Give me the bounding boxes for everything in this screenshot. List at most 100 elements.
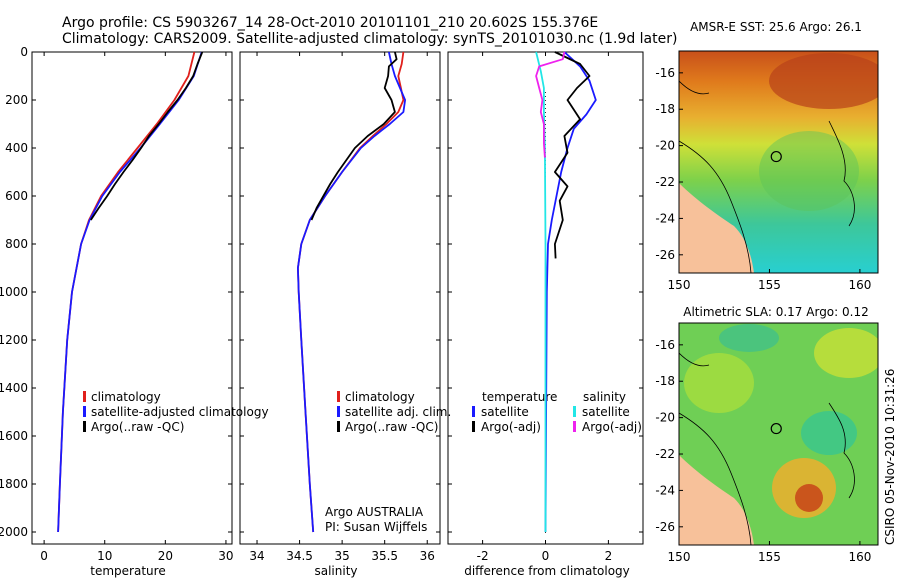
difference-legend-temp-satellite: satellite — [481, 405, 529, 419]
salinity-legend-climatology: climatology — [345, 390, 415, 404]
sla-xtick-label: 150 — [668, 550, 691, 564]
salinity-legend: climatology satellite adj. clim. Argo(..… — [337, 390, 451, 434]
sla-map-title: Altimetric SLA: 0.17 Argo: 0.12 — [683, 305, 868, 319]
sst-land — [679, 183, 754, 273]
sla-xtick-label: 155 — [758, 550, 781, 564]
depth-tick-label: 1800 — [0, 477, 28, 491]
sst-ytick-label: -26 — [655, 248, 675, 262]
sst-xtick-label: 155 — [758, 278, 781, 292]
footer-pi: PI: Susan Wijffels — [325, 520, 427, 534]
sst-coast-contour — [679, 140, 752, 273]
depth-tick-label: 800 — [5, 237, 28, 251]
sst-cool-patch — [759, 131, 859, 211]
temperature-legend-satellite-swatch — [83, 406, 86, 417]
temperature-legend-climatology-swatch — [83, 391, 86, 402]
sla-map — [678, 322, 879, 546]
difference-series-temperature-satellite — [544, 51, 597, 533]
difference-legend-temp-argo-swatch — [472, 421, 475, 432]
sla-ytick-label: -24 — [655, 483, 675, 497]
sst-map-title: AMSR-E SST: 25.6 Argo: 26.1 — [690, 20, 862, 34]
depth-tick-label: 400 — [5, 141, 28, 155]
sla-ytick-label: -26 — [655, 520, 675, 534]
sla-high-2 — [814, 328, 878, 378]
depth-tick-label: 600 — [5, 189, 28, 203]
temperature-series-satellite-adjusted-climatology — [57, 51, 203, 533]
sst-ytick-label: -18 — [655, 102, 675, 116]
sst-map — [678, 50, 879, 274]
salinity-series-argo-raw-qc — [310, 51, 398, 221]
depth-tick-label: 1400 — [0, 381, 28, 395]
sla-map-frame — [678, 322, 879, 546]
sst-island-contour — [679, 80, 710, 95]
sla-land — [679, 455, 754, 545]
sla-ytick-label: -16 — [655, 338, 675, 352]
sst-map-frame — [678, 50, 879, 274]
difference-legend-temp-argo: Argo(-adj) — [481, 420, 541, 434]
temperature-xtick-label: 0 — [40, 549, 48, 563]
sla-low-1 — [801, 411, 857, 455]
temperature-panel — [31, 51, 233, 545]
sla-float-marker — [770, 422, 782, 435]
sst-reef-contour — [828, 120, 855, 227]
difference-x-label: difference from climatology — [464, 564, 630, 578]
salinity-panel — [239, 51, 441, 545]
difference-xtick-label: 0 — [542, 549, 550, 563]
difference-legend-salinity-heading: salinity — [583, 390, 626, 404]
temperature-legend-satellite: satellite-adjusted climatology — [91, 405, 269, 419]
difference-series-temperature-argo-adj — [554, 51, 591, 259]
difference-legend-temp-satellite-swatch — [472, 406, 475, 417]
difference-xtick-label: -2 — [477, 549, 489, 563]
difference-legend-sal-satellite-swatch — [573, 406, 576, 417]
temperature-xtick-label: 30 — [218, 549, 233, 563]
sla-island-contour — [679, 352, 710, 367]
sla-coast-contour — [679, 412, 752, 545]
difference-legend-sal-argo-swatch — [573, 421, 576, 432]
sst-float-marker — [770, 150, 782, 163]
temperature-xtick-label: 20 — [158, 549, 173, 563]
depth-tick-label: 0 — [20, 45, 28, 59]
temperature-x-label: temperature — [90, 564, 165, 578]
sla-xtick-label: 160 — [848, 550, 871, 564]
difference-legend: temperature satellite Argo(-adj) salinit… — [472, 390, 642, 434]
sla-ytick-label: -22 — [655, 447, 675, 461]
difference-series-salinity-argo-adj — [535, 51, 566, 158]
depth-tick-label: 2000 — [0, 525, 28, 539]
temperature-legend: climatology satellite-adjusted climatolo… — [83, 390, 269, 434]
depth-tick-label: 1000 — [0, 285, 28, 299]
footer-org: Argo AUSTRALIA — [325, 505, 424, 519]
salinity-x-label: salinity — [314, 564, 357, 578]
temperature-xtick-label: 10 — [97, 549, 112, 563]
salinity-xtick-label: 36 — [420, 549, 435, 563]
difference-xtick-label: 2 — [605, 549, 613, 563]
sst-xtick-label: 160 — [848, 278, 871, 292]
difference-legend-sal-argo: Argo(-adj) — [582, 420, 642, 434]
timestamp: CSIRO 05-Nov-2010 10:31:26 — [883, 369, 897, 545]
salinity-xtick-label: 34.5 — [286, 549, 313, 563]
salinity-legend-argo-swatch — [337, 421, 340, 432]
salinity-xtick-label: 34 — [249, 549, 264, 563]
salinity-xtick-label: 35.5 — [371, 549, 398, 563]
salinity-legend-argo: Argo(..raw -QC) — [345, 420, 438, 434]
sla-high-1 — [684, 353, 754, 413]
sst-ytick-label: -16 — [655, 66, 675, 80]
depth-tick-label: 1200 — [0, 333, 28, 347]
sla-low-2 — [719, 324, 779, 352]
temperature-legend-argo-swatch — [83, 421, 86, 432]
sst-xtick-label: 150 — [668, 278, 691, 292]
sst-ytick-label: -24 — [655, 211, 675, 225]
sla-ytick-label: -20 — [655, 411, 675, 425]
temperature-legend-argo: Argo(..raw -QC) — [91, 420, 184, 434]
temperature-series-argo-raw-qc — [90, 51, 204, 221]
sla-high-4 — [795, 484, 823, 512]
sst-warm-patch — [769, 53, 878, 109]
salinity-legend-satellite: satellite adj. clim. — [345, 405, 451, 419]
header-line1: Argo profile: CS 5903267_14 28-Oct-2010 … — [62, 15, 598, 31]
difference-legend-sal-satellite: satellite — [582, 405, 630, 419]
salinity-xtick-label: 35 — [334, 549, 349, 563]
sst-ytick-label: -20 — [655, 139, 675, 153]
salinity-legend-climatology-swatch — [337, 391, 340, 402]
difference-legend-temperature-heading: temperature — [482, 390, 557, 404]
salinity-legend-satellite-swatch — [337, 406, 340, 417]
